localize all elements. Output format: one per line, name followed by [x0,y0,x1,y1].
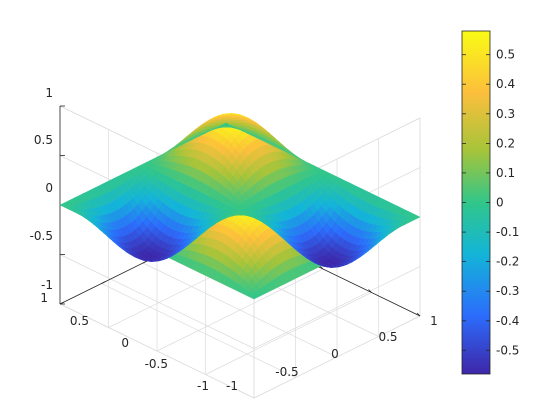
y-tick-label: 0.5 [70,314,89,328]
surface-mesh [59,113,421,300]
colorbar-tick-label: 0.3 [496,107,515,121]
z-tick-label: 0 [45,181,53,195]
z-tick-label: 1 [45,86,53,100]
x-tick-label: -0.5 [275,365,298,379]
colorbar: -0.5 -0.4 -0.3 -0.2 -0.1 0 0.1 0.2 0.3 0… [461,30,519,375]
colorbar-tick-labels: -0.5 -0.4 -0.3 -0.2 -0.1 0 0.1 0.2 0.3 0… [496,48,519,358]
axis-ticks: -1 -0.5 0 0.5 1 1 0.5 0 -0.5 -1 -1 -0.5 … [30,86,438,393]
y-tick-mark [142,260,148,264]
colorbar-tick-label: 0.5 [496,48,515,62]
colorbar-tick-label: -0.3 [496,284,519,298]
y-tick-mark [101,281,106,284]
colorbar-gradient [462,31,490,374]
x-tick-label: 0.5 [378,330,397,344]
floor-grid-line [205,292,372,375]
x-tick-label: -1 [226,379,238,393]
colorbar-tick-label: -0.1 [496,225,519,239]
y-tick-label: -1 [197,379,209,393]
y-tick-labels: 1 0.5 0 -0.5 -1 [40,291,209,393]
x-tick-label: 1 [430,314,438,328]
y-tick-label: -0.5 [145,357,168,371]
x-tick-mark [368,289,372,293]
z-tick-label: -1 [41,278,53,292]
floor-grid-line [253,315,421,399]
colorbar-tick-label: 0.4 [496,77,515,91]
colorbar-tick-label: 0.2 [496,136,515,150]
colorbar-tick-label: 0.1 [496,166,515,180]
colorbar-tick-label: 0 [496,196,504,210]
y-tick-mark [59,301,65,305]
y-tick-label: 0 [121,336,129,350]
z-tick-labels: -1 -0.5 0 0.5 1 [30,86,53,292]
y-tick-label: 1 [40,291,48,305]
x-tick-label: 0 [331,347,339,361]
x-tick-mark [416,312,421,317]
floor-grid-line [59,303,255,399]
floor-grid-line [142,262,338,358]
colorbar-tick-label: -0.4 [496,314,519,328]
colorbar-tick-label: -0.5 [496,343,519,357]
colorbar-tick-label: -0.2 [496,255,519,269]
floor-grid-line [101,283,296,378]
surface-face [411,214,421,220]
z-tick-label: -0.5 [30,229,53,243]
z-tick-label: 0.5 [34,133,53,147]
x-tick-mark [319,265,324,270]
x-tick-labels: -1 -0.5 0 0.5 1 [226,314,438,393]
colorbar-ticks [462,54,490,351]
